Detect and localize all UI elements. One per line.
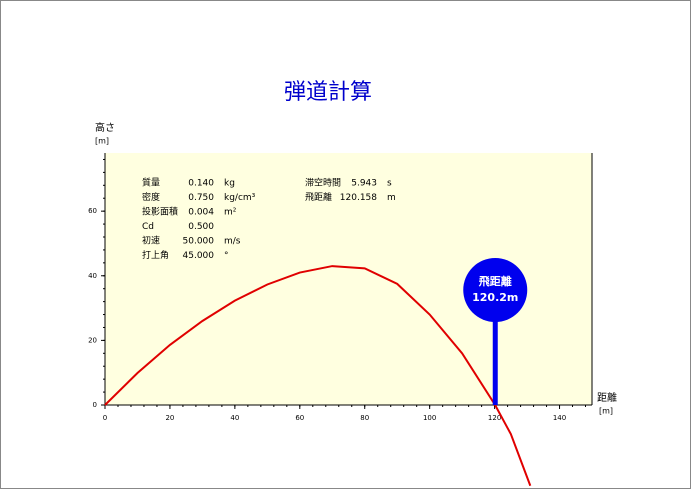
info-label: 密度 <box>142 191 160 203</box>
info-value: 0.750 <box>188 193 214 203</box>
y-tick-label: 0 <box>93 401 97 409</box>
y-axis-unit: [m] <box>95 137 109 146</box>
info-unit: s <box>387 179 392 189</box>
info-label: 投影面積 <box>142 206 178 218</box>
x-tick-label: 40 <box>230 414 239 422</box>
x-tick-label: 100 <box>423 414 436 422</box>
info-label: Cd <box>142 222 154 232</box>
info-unit: m² <box>224 208 237 218</box>
info-label: 打上角 <box>142 249 169 261</box>
info-unit: ° <box>224 251 229 261</box>
x-tick-label: 60 <box>295 414 304 422</box>
marker-value: 120.2m <box>472 291 518 304</box>
y-tick-label: 60 <box>88 207 97 215</box>
x-axis-label: 距離 <box>597 391 617 404</box>
marker-label: 飛距離 <box>478 274 512 288</box>
trajectory <box>104 265 532 487</box>
info-unit: kg/cm³ <box>224 193 256 203</box>
y-tick-label: 40 <box>88 272 97 280</box>
info-value: 0.140 <box>188 179 214 189</box>
info-label: 飛距離 <box>305 191 332 203</box>
y-tick-label: 20 <box>88 336 97 344</box>
info-unit: kg <box>224 179 235 189</box>
x-axis-unit: [m] <box>599 407 613 416</box>
x-tick-label: 140 <box>553 414 566 422</box>
info-unit: m/s <box>224 237 241 247</box>
info-value: 120.158 <box>340 193 377 203</box>
info-value: 0.004 <box>188 208 214 218</box>
info-value: 0.500 <box>188 222 214 232</box>
info-label: 初速 <box>142 235 160 247</box>
info-unit: m <box>387 193 396 203</box>
info-value: 5.943 <box>351 179 377 189</box>
x-tick-label: 0 <box>103 414 107 422</box>
info-value: 50.000 <box>183 237 215 247</box>
info-value: 45.000 <box>183 251 215 261</box>
y-axis-label: 高さ <box>95 121 115 134</box>
x-tick-label: 80 <box>360 414 369 422</box>
x-tick-label: 20 <box>165 414 174 422</box>
x-tick-label: 120 <box>488 414 501 422</box>
chart-title: 弾道計算 <box>284 80 372 105</box>
info-label: 質量 <box>142 177 160 189</box>
info-label: 滞空時間 <box>305 177 341 189</box>
marker-circle <box>463 258 528 322</box>
